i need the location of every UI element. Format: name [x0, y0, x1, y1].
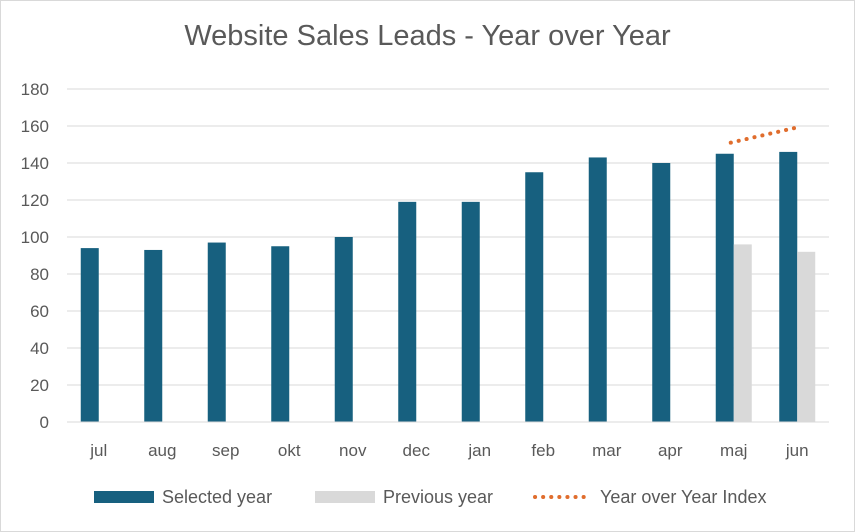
y-tick-label: 180 — [21, 80, 49, 99]
bar-selected-year — [652, 163, 671, 422]
x-tick-label: okt — [278, 441, 301, 460]
x-axis-ticks: jul aug sep okt nov dec jan feb mar apr maj jun — [89, 441, 808, 460]
x-tick-label: jan — [467, 441, 491, 460]
legend: Selected year Previous year Year over Ye… — [0, 484, 855, 510]
legend-label-previous-year: Previous year — [383, 486, 494, 507]
y-tick-label: 140 — [21, 154, 49, 173]
bar-selected-year — [80, 248, 99, 422]
line-yoy-index — [728, 125, 798, 145]
legend-item-yoy-index: Year over Year Index — [532, 484, 766, 510]
index-line — [728, 125, 798, 145]
y-tick-label: 0 — [40, 413, 49, 432]
legend-item-previous-year: Previous year — [315, 484, 493, 510]
bar-selected-year — [588, 157, 607, 422]
bar-selected-year — [461, 201, 480, 422]
y-tick-label: 160 — [21, 117, 49, 136]
bar-selected-year — [779, 151, 798, 422]
y-tick-label: 120 — [21, 191, 49, 210]
bar-previous-year — [797, 251, 816, 422]
y-tick-label: 100 — [21, 228, 49, 247]
legend-swatch-previous-year — [315, 491, 375, 503]
x-tick-label: sep — [212, 441, 239, 460]
legend-label-yoy-index: Year over Year Index — [600, 486, 767, 507]
x-tick-label: apr — [658, 441, 683, 460]
bar-selected-year — [271, 246, 290, 422]
x-tick-label: mar — [592, 441, 622, 460]
y-tick-label: 80 — [30, 265, 49, 284]
bars — [80, 151, 816, 422]
y-tick-label: 20 — [30, 376, 49, 395]
x-tick-label: dec — [403, 441, 431, 460]
x-tick-label: jun — [785, 441, 809, 460]
legend-item-selected-year: Selected year — [94, 484, 272, 510]
x-tick-label: maj — [720, 441, 747, 460]
x-tick-label: jul — [89, 441, 107, 460]
x-tick-label: feb — [531, 441, 555, 460]
bar-selected-year — [525, 172, 544, 422]
legend-swatch-yoy-index — [533, 495, 592, 499]
legend-swatch-selected-year — [94, 491, 154, 503]
legend-label-selected-year: Selected year — [162, 486, 273, 507]
bar-selected-year — [207, 242, 226, 422]
x-tick-label: nov — [339, 441, 367, 460]
bar-selected-year — [334, 237, 353, 422]
bar-selected-year — [398, 201, 417, 422]
bar-previous-year — [733, 244, 752, 422]
chart-title: Website Sales Leads - Year over Year — [184, 20, 671, 52]
y-tick-label: 40 — [30, 339, 49, 358]
x-tick-label: aug — [148, 441, 176, 460]
bar-selected-year — [144, 249, 163, 422]
bar-selected-year — [715, 153, 734, 422]
y-tick-label: 60 — [30, 302, 49, 321]
gridlines — [67, 88, 829, 386]
y-axis-ticks: 0 20 40 60 80 100 120 140 160 180 — [21, 80, 49, 432]
